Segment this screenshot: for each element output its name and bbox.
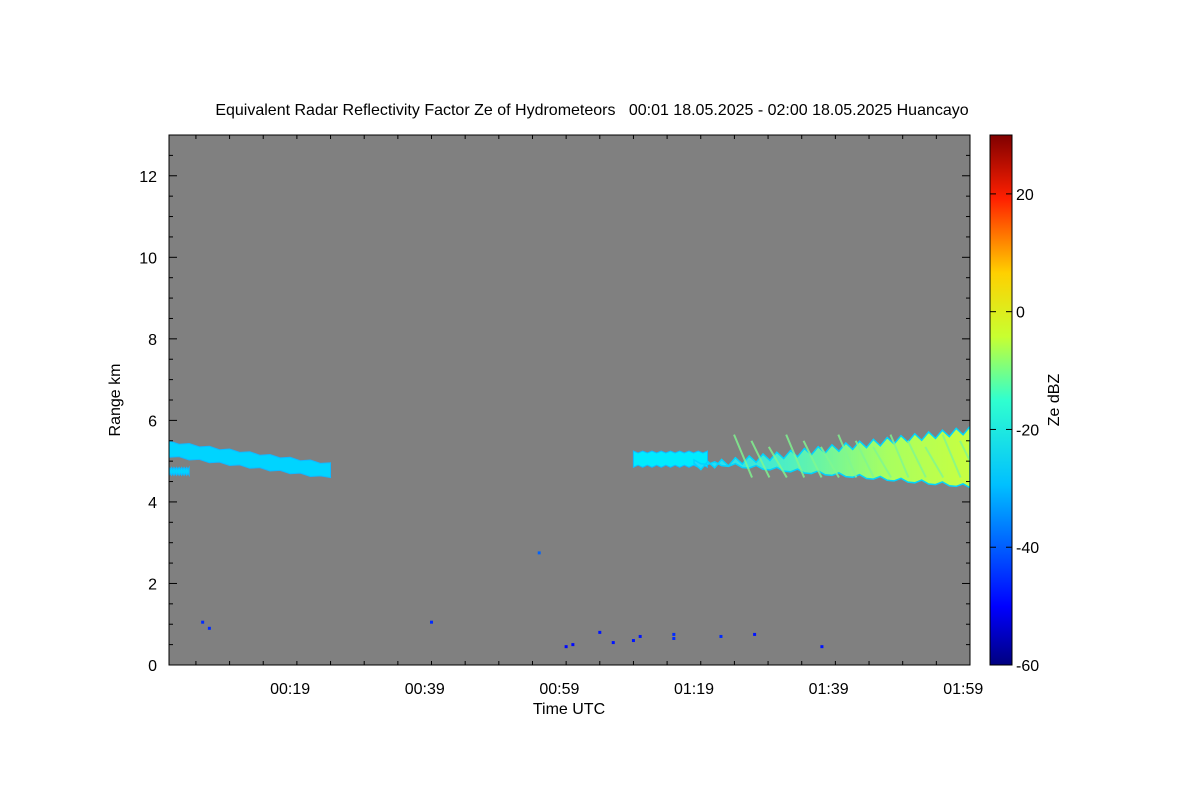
y-tick-label: 8 (148, 332, 157, 349)
y-tick-label: 0 (148, 658, 157, 675)
colorbar-tick-label: -20 (1016, 422, 1039, 439)
fall-streak (959, 440, 970, 464)
y-tick-label: 6 (148, 413, 157, 430)
echo-point (631, 639, 635, 643)
x-tick-label: 01:59 (943, 681, 983, 698)
fall-streak (750, 440, 771, 478)
x-tick-label: 01:39 (809, 681, 849, 698)
plot-area (169, 135, 970, 665)
echo-point (430, 620, 434, 624)
colorbar-tick-label: -40 (1016, 540, 1039, 557)
x-tick-label: 00:59 (539, 681, 579, 698)
x-axis-label: Time UTC (533, 701, 605, 718)
fall-streak (924, 446, 945, 478)
echo-point (820, 645, 824, 649)
fall-streak (889, 434, 910, 478)
echo-point (537, 551, 541, 555)
fall-streak (941, 434, 962, 478)
chart-title: Equivalent Radar Reflectivity Factor Ze … (215, 102, 968, 119)
x-tick-label: 00:19 (270, 681, 310, 698)
colorbar (989, 134, 1013, 666)
colorbar-ticks: -60 -40 -20 0 20 (990, 187, 1039, 675)
echo-point (753, 632, 757, 636)
cloud-layer-early (169, 440, 331, 479)
fall-streak (906, 440, 927, 478)
echo-point (571, 643, 575, 647)
fall-streak (837, 434, 858, 478)
y-axis-label: Range km (107, 364, 124, 437)
echo-point (672, 637, 676, 640)
axes: 00:19 00:39 00:59 01:19 01:39 01:59 0 2 4 6 8 10 12 (139, 134, 983, 698)
echo-point (564, 645, 568, 649)
echo-point (201, 620, 205, 624)
y-tick-label: 2 (148, 576, 157, 593)
echo-point (672, 632, 676, 636)
echo-point (719, 634, 723, 638)
colorbar-tick-label: 0 (1016, 305, 1025, 322)
echo-point (598, 630, 602, 634)
y-tick-label: 10 (139, 250, 157, 267)
x-tick-label: 00:39 (405, 681, 445, 698)
cloud-layer-early-fragment (169, 465, 190, 478)
colorbar-tick-label: -60 (1016, 658, 1039, 675)
colorbar-tick-label: 20 (1016, 187, 1034, 204)
fall-streak (785, 434, 806, 478)
reflectivity-data (169, 425, 970, 649)
y-tick-label: 12 (139, 169, 157, 186)
fall-streak (854, 440, 875, 478)
fall-streak (802, 440, 823, 478)
echo-point (611, 641, 615, 645)
echo-point (638, 634, 642, 638)
cloud-layer-late-leading (632, 450, 708, 469)
x-tick-label: 01:19 (674, 681, 714, 698)
fall-streak (767, 446, 788, 478)
colorbar-label: Ze dBZ (1046, 374, 1063, 427)
fall-streak (820, 446, 840, 478)
fall-streak (872, 446, 892, 478)
fall-streak (733, 434, 753, 478)
echo-point (207, 626, 211, 630)
y-tick-label: 4 (148, 495, 157, 512)
